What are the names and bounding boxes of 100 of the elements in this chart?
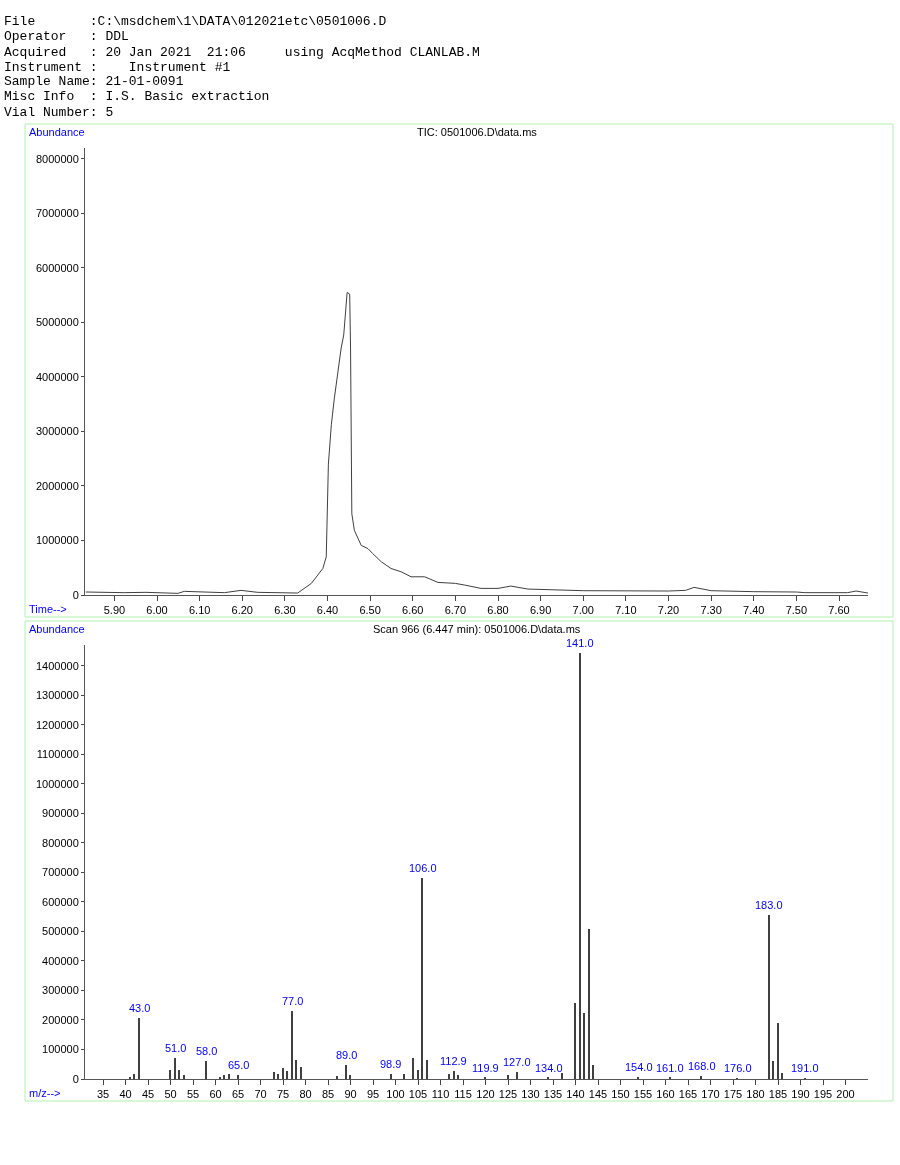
bar	[426, 1060, 428, 1079]
y-tick-label: 4000000	[35, 370, 79, 383]
x-tick-label: 7.10	[615, 604, 637, 617]
text: Sample Name: 21-01-0091	[4, 74, 184, 89]
annotation: 58.0	[196, 1045, 218, 1057]
annotation: 43.0	[129, 1002, 151, 1014]
bar	[300, 1067, 302, 1079]
x-tick-label: 6.60	[402, 604, 424, 617]
x-tick-label: 7.50	[785, 604, 808, 617]
x-tick-label: 75	[276, 1088, 290, 1101]
x-tick-label: 150	[611, 1088, 630, 1101]
x-tick-label: 7.40	[743, 604, 765, 617]
annotation: 51.0	[165, 1042, 187, 1054]
bar	[561, 1073, 563, 1079]
annotation: 141.0	[566, 637, 594, 649]
annotation: 119.9	[472, 1062, 499, 1074]
y-tick-label: 1000000	[35, 777, 79, 790]
bar	[588, 929, 590, 1079]
y-tick-label: 8000000	[35, 152, 79, 165]
bar	[516, 1072, 518, 1079]
bar	[223, 1075, 225, 1079]
x-tick-label: 125	[498, 1088, 518, 1101]
x-tick-label: 6.50	[359, 604, 381, 617]
x-tick-label: 185	[768, 1088, 788, 1101]
bar	[781, 1073, 783, 1079]
text: Acquired : 20 Jan 2021 21:06 using AcqMethod CLANLAB.M	[4, 45, 480, 60]
x-tick-label: 6.80	[487, 604, 509, 617]
x-tick-label: 80	[299, 1088, 312, 1101]
annotation: 106.0	[409, 862, 437, 874]
x-tick-label: 110	[431, 1088, 450, 1101]
bar	[291, 1011, 293, 1079]
bar	[768, 915, 770, 1079]
x-tick-label: 7.60	[828, 604, 850, 617]
bar	[205, 1061, 207, 1079]
bar	[412, 1058, 414, 1079]
bar	[700, 1076, 702, 1079]
x-tick-label: 60	[209, 1088, 222, 1101]
bar	[457, 1075, 459, 1079]
x-tick-label: 6.40	[316, 604, 339, 617]
x-tick-label: 165	[678, 1088, 698, 1101]
x-tick-label: 180	[746, 1088, 765, 1101]
x-tick-label: 7.00	[572, 604, 594, 617]
bar	[277, 1074, 279, 1079]
y-tick-label: 100000	[42, 1043, 79, 1056]
x-tick-label: 5.90	[103, 604, 126, 617]
annotation: 161.0	[656, 1062, 684, 1074]
y-axis-title: Abundance	[29, 126, 85, 138]
y-tick-label: 800000	[42, 836, 79, 849]
bar	[448, 1074, 450, 1079]
x-tick-label: 65	[231, 1088, 245, 1101]
y-tick-label: 400000	[42, 954, 79, 967]
bar	[174, 1058, 176, 1079]
x-tick-label: 130	[521, 1088, 540, 1101]
bar	[273, 1072, 275, 1079]
annotation: 65.0	[228, 1059, 250, 1071]
y-tick-label: 1400000	[35, 659, 79, 672]
y-tick-label: 900000	[42, 807, 79, 820]
x-tick-label: 190	[791, 1088, 810, 1101]
x-tick-label: 160	[656, 1088, 675, 1101]
annotation: 191.0	[791, 1062, 819, 1074]
x-axis-title: m/z-->	[29, 1087, 61, 1099]
y-tick-label: 200000	[42, 1013, 79, 1026]
text: Vial Number: 5	[4, 105, 114, 120]
x-tick-label: 90	[344, 1088, 357, 1101]
y-tick-label: 500000	[42, 925, 79, 938]
x-tick-label: 7.20	[657, 604, 680, 617]
x-tick-label: 50	[164, 1088, 177, 1101]
x-tick-label: 120	[476, 1088, 495, 1101]
bar	[453, 1071, 455, 1079]
y-tick-label: 1200000	[35, 718, 79, 731]
bar	[345, 1065, 347, 1079]
bar	[421, 878, 423, 1079]
x-tick-label: 170	[701, 1088, 720, 1101]
bar	[133, 1074, 135, 1079]
y-tick-label: 7000000	[35, 207, 79, 220]
y-tick-label: 1100000	[36, 748, 79, 761]
x-tick-label: 155	[633, 1088, 653, 1101]
text: Misc Info : I.S. Basic extraction	[4, 89, 270, 104]
x-tick-label: 145	[588, 1088, 608, 1101]
y-tick-label: 1300000	[35, 689, 79, 702]
bar	[403, 1074, 405, 1079]
y-tick-label: 1000000	[35, 534, 79, 547]
annotation: 127.0	[503, 1056, 531, 1068]
bar	[579, 653, 581, 1079]
x-tick-label: 195	[813, 1088, 833, 1101]
y-tick-label: 5000000	[35, 316, 79, 329]
annotation: 168.0	[688, 1060, 716, 1072]
x-tick-label: 40	[119, 1088, 132, 1101]
y-tick-label: 700000	[42, 866, 79, 879]
annotation: 154.0	[625, 1061, 653, 1073]
annotation: 112.9	[440, 1055, 467, 1067]
x-tick-label: 55	[186, 1088, 200, 1101]
y-axis-title: Abundance	[29, 623, 85, 635]
y-tick-label: 300000	[42, 984, 79, 997]
annotation: 89.0	[336, 1049, 358, 1061]
bar	[286, 1071, 288, 1079]
x-tick-label: 105	[408, 1088, 428, 1101]
bar	[592, 1065, 594, 1079]
bar	[772, 1061, 774, 1079]
x-tick-label: 6.90	[529, 604, 552, 617]
